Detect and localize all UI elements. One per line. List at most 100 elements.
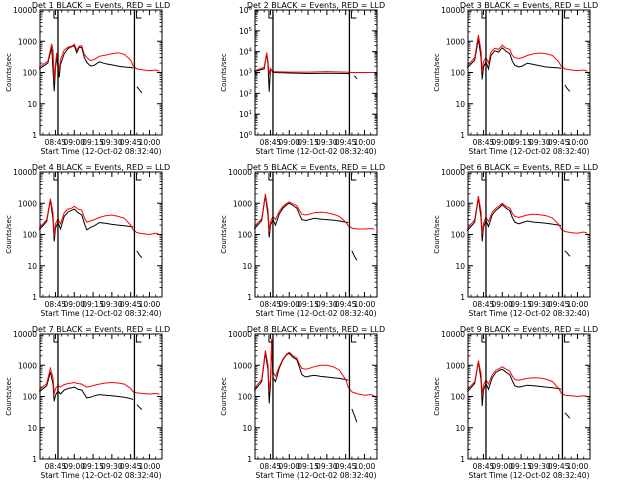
y-tick-label: 1 [32,131,37,140]
panel-title: Det 9 BLACK = Events, RED = LLD [460,325,598,334]
x-tick-label: 08:45 [45,462,67,471]
x-tick-label: 09:15 [82,138,104,147]
series-lld-line [466,195,588,235]
x-tick-label: 10:00 [139,300,161,309]
series-events-tail [136,86,143,94]
y-axis-label: Counts/sec [433,53,441,92]
y-tick-label: 1000 [18,37,37,46]
plot-frame [467,333,591,460]
x-tick-label: 08:45 [260,138,282,147]
plot-frame [254,171,378,298]
series-events-line [38,372,134,402]
x-axis-label: Start Time (12-Oct-02 08:32:40) [255,147,376,156]
x-axis-label: Start Time (12-Oct-02 08:32:40) [468,309,589,318]
series-events-line [254,53,350,92]
detector-panel-3: Det 3 BLACK = Events, RED = LLD Counts/se… [433,1,598,156]
y-tick-label: 10000 [228,330,252,339]
series-lld-line [38,43,160,81]
series-events-tail [564,250,571,257]
series-events-line [38,199,134,242]
x-tick-label: 10:00 [567,138,589,147]
x-tick-label: 09:45 [120,300,142,309]
time-marker-flag [350,11,357,19]
time-marker-flag [135,11,142,19]
series-events-tail [354,75,358,80]
y-axis-label: Counts/sec [5,53,13,92]
x-axis-label: Start Time (12-Oct-02 08:32:40) [40,309,161,318]
detector-panel-4: Det 4 BLACK = Events, RED = LLD Counts/se… [5,163,170,318]
x-tick-label: 09:15 [510,462,532,471]
y-tick-label: 102 [239,89,252,98]
x-tick-label: 09:45 [335,462,357,471]
x-tick-label: 08:45 [260,462,282,471]
x-tick-label: 08:45 [45,300,67,309]
y-tick-label: 1 [32,455,37,464]
series-events-line [253,195,349,238]
y-tick-label: 1000 [18,361,37,370]
plot-frame [39,9,163,136]
panel-title: Det 8 BLACK = Events, RED = LLD [247,325,385,334]
panel-title: Det 6 BLACK = Events, RED = LLD [460,163,598,172]
x-tick-label: 09:30 [316,462,338,471]
x-tick-label: 09:15 [297,462,319,471]
y-axis-label: Counts/sec [433,215,441,254]
y-axis-label: Counts/sec [433,377,441,416]
y-tick-label: 10 [455,262,465,271]
x-axis-label: Start Time (12-Oct-02 08:32:40) [468,147,589,156]
time-marker-flag [268,335,273,343]
y-tick-label: 10 [27,262,37,271]
x-tick-label: 10:00 [567,300,589,309]
series-events-tail [351,408,358,423]
x-tick-label: 09:00 [278,138,300,147]
series-events-tail [351,250,358,261]
time-marker-flag [268,11,273,19]
y-tick-label: 10000 [441,330,465,339]
x-tick-label: 09:30 [101,138,123,147]
x-tick-label: 09:00 [63,462,85,471]
series-events-line [253,343,349,404]
x-tick-label: 09:30 [529,138,551,147]
x-tick-label: 09:30 [529,300,551,309]
x-axis-label: Start Time (12-Oct-02 08:32:40) [40,147,161,156]
time-marker-flag [350,335,357,343]
x-tick-label: 10:00 [139,138,161,147]
y-tick-label: 1 [460,131,465,140]
y-tick-label: 100 [23,69,38,78]
time-marker-flag [268,173,273,181]
x-tick-label: 10:00 [354,138,376,147]
y-tick-label: 106 [239,6,253,15]
y-tick-label: 100 [23,393,38,402]
y-tick-label: 100 [238,393,253,402]
x-tick-label: 09:00 [63,300,85,309]
y-tick-label: 10 [27,100,37,109]
detector-panel-2: Det 2 BLACK = Events, RED = LLD Counts/se… [220,1,385,156]
x-tick-label: 09:45 [120,138,142,147]
panel-title: Det 5 BLACK = Events, RED = LLD [247,163,385,172]
plot-frame [39,171,163,298]
x-tick-label: 10:00 [354,462,376,471]
x-tick-label: 09:00 [491,462,513,471]
x-tick-label: 09:15 [297,138,319,147]
y-tick-label: 100 [239,131,253,140]
y-tick-label: 1000 [233,199,252,208]
x-tick-label: 08:45 [45,138,67,147]
y-axis-label: Counts/sec [220,377,228,416]
y-tick-label: 10 [242,424,252,433]
x-tick-label: 09:45 [548,462,570,471]
x-tick-label: 09:45 [335,138,357,147]
panel-title: Det 4 BLACK = Events, RED = LLD [32,163,170,172]
y-axis-label: Counts/sec [5,377,13,416]
series-events-line [466,38,562,80]
y-tick-label: 105 [239,27,253,36]
y-tick-label: 10000 [228,168,252,177]
y-tick-label: 1 [460,455,465,464]
x-tick-label: 09:15 [510,300,532,309]
detector-panel-5: Det 5 BLACK = Events, RED = LLD Counts/se… [220,163,385,318]
time-marker-flag [53,173,58,181]
y-tick-label: 10000 [13,168,37,177]
x-tick-label: 09:00 [278,300,300,309]
x-tick-label: 09:00 [63,138,85,147]
y-tick-label: 103 [239,69,253,78]
y-tick-label: 10000 [13,330,37,339]
